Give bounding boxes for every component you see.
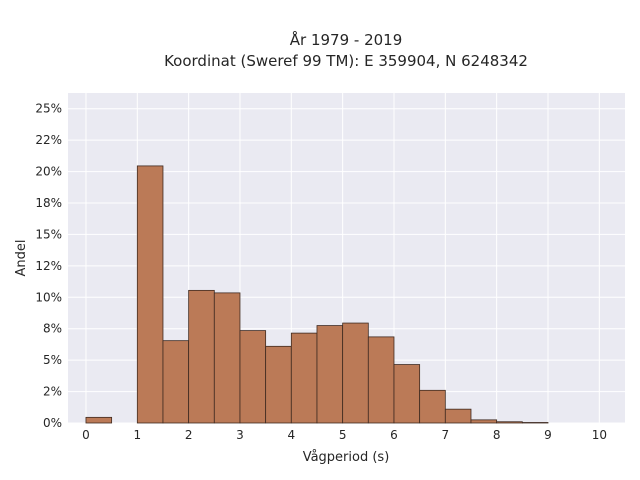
y-tick-label: 15% (35, 227, 62, 241)
x-tick-label: 7 (442, 428, 450, 442)
histogram-bar (419, 389, 446, 424)
y-tick-label: 25% (35, 102, 62, 116)
histogram-bar (367, 336, 395, 424)
y-tick-label: 20% (35, 165, 62, 179)
x-axis-label: Vågperiod (s) (303, 450, 390, 465)
y-tick-label: 18% (35, 196, 62, 210)
y-tick-label: 5% (43, 353, 62, 367)
histogram-bar (213, 292, 241, 424)
x-tick-label: 0 (82, 428, 90, 442)
y-tick-label: 10% (35, 290, 62, 304)
x-tick-label: 4 (287, 428, 295, 442)
x-tick-label: 5 (339, 428, 347, 442)
chart-subtitle: Koordinat (Sweref 99 TM): E 359904, N 62… (164, 52, 528, 70)
histogram-bar (496, 421, 523, 424)
x-tick-label: 1 (133, 428, 141, 442)
x-tick-label: 3 (236, 428, 244, 442)
y-tick-label: 0% (43, 416, 62, 430)
histogram-bar (239, 330, 267, 424)
histogram-bar (342, 322, 369, 424)
histogram-bar (470, 419, 498, 424)
y-axis-ticks: 0% 2% 5% 8% 10% 12% 15% 18% 20% 22% 25% (35, 102, 62, 430)
x-tick-label: 2 (185, 428, 193, 442)
histogram-bars (85, 165, 549, 424)
x-tick-label: 9 (544, 428, 552, 442)
x-tick-label: 8 (493, 428, 501, 442)
histogram-bar (265, 345, 292, 424)
y-tick-label: 22% (35, 133, 62, 147)
histogram-bar (290, 332, 318, 424)
histogram-bar (188, 289, 215, 424)
histogram-bar (521, 422, 549, 424)
x-tick-label: 6 (390, 428, 398, 442)
x-axis-ticks: 0 1 2 3 4 5 6 7 8 9 10 (82, 428, 607, 442)
histogram-bar (444, 408, 472, 424)
histogram-bar (393, 364, 421, 424)
y-tick-label: 8% (43, 322, 62, 336)
chart-title: År 1979 - 2019 (290, 30, 403, 49)
y-tick-label: 2% (43, 385, 62, 399)
histogram-bar (316, 325, 344, 424)
histogram-bar (85, 416, 113, 424)
histogram-bar (136, 165, 164, 424)
histogram-bar (162, 340, 190, 424)
x-tick-label: 10 (592, 428, 607, 442)
y-axis-label: Andel (14, 240, 29, 277)
y-tick-label: 12% (35, 259, 62, 273)
